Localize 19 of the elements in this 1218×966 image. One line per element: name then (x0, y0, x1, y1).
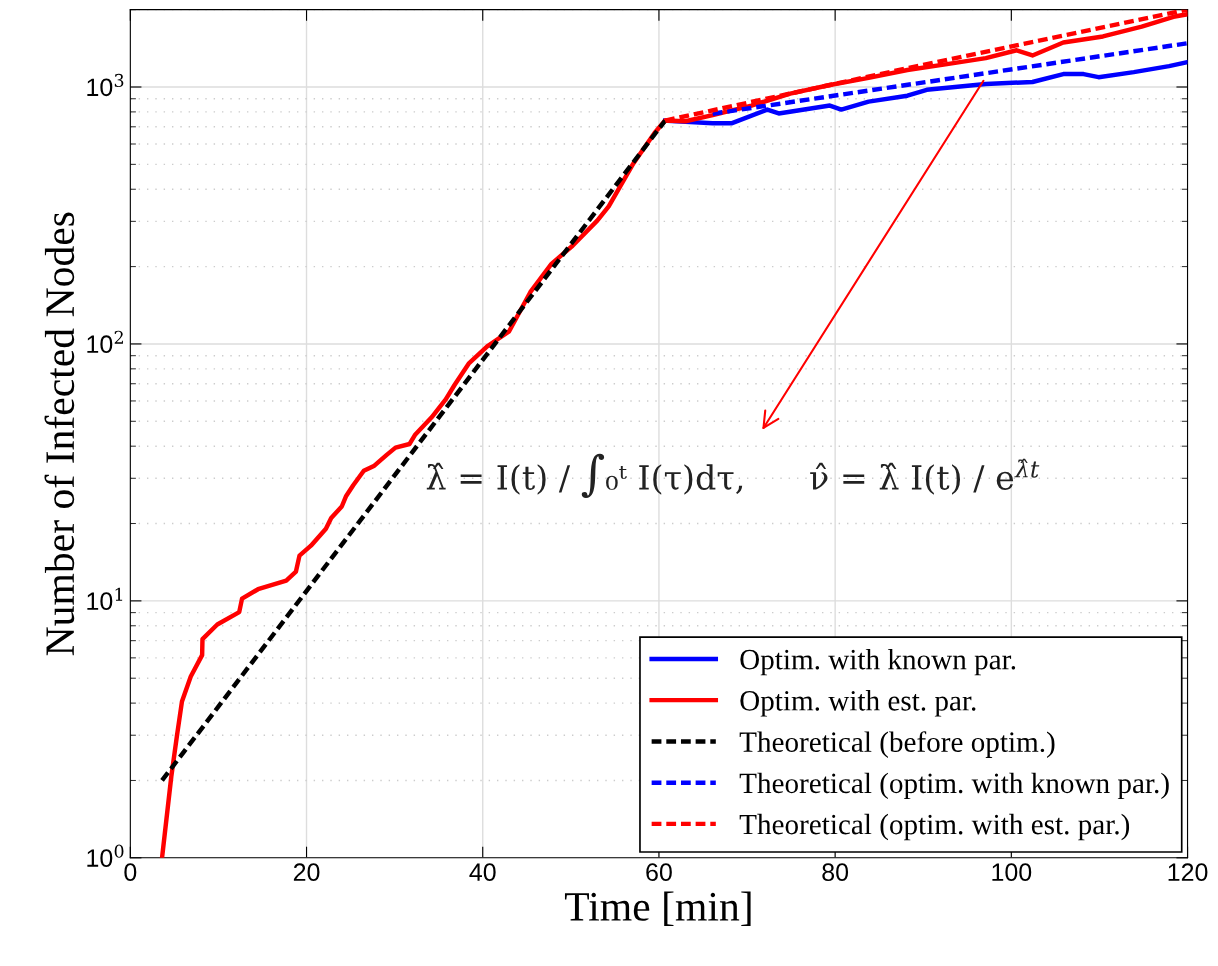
x-tick-label: 100 (992, 863, 1032, 882)
y-axis-title: Number of Infected Nodes (44, 212, 75, 656)
x-tick-label: 0 (124, 863, 137, 882)
legend-label: Theoretical (optim. with est. par.) (739, 813, 1130, 841)
y-tick-label: 10$^{0}$ (87, 844, 124, 867)
y-tick-label: 10$^{1}$ (87, 587, 123, 610)
x-tick-label: 80 (822, 863, 849, 882)
x-tick-label: 40 (469, 863, 496, 882)
y-tick-label: 10$^{2}$ (87, 330, 123, 354)
x-tick-label: 120 (1168, 863, 1208, 882)
y-tick-label: 10$^{3}$ (87, 73, 124, 97)
legend-label: Optim. with est. par. (740, 690, 976, 717)
x-tick-label: 20 (293, 863, 320, 882)
annotation: λ̂ = I(t) / ∫₀ᵗ I(τ)dτ, ν̂ = λ̂ I(t) / e$^{λ̂t}$ (426, 453, 1040, 499)
x-tick-label: 60 (646, 863, 672, 882)
legend-label: Theoretical (before optim.) (739, 731, 1055, 758)
legend-label: Theoretical (optim. with known par.) (739, 772, 1169, 800)
x-axis-title: Time [min] (564, 891, 751, 927)
legend-label: Optim. with known par. (740, 648, 1016, 676)
